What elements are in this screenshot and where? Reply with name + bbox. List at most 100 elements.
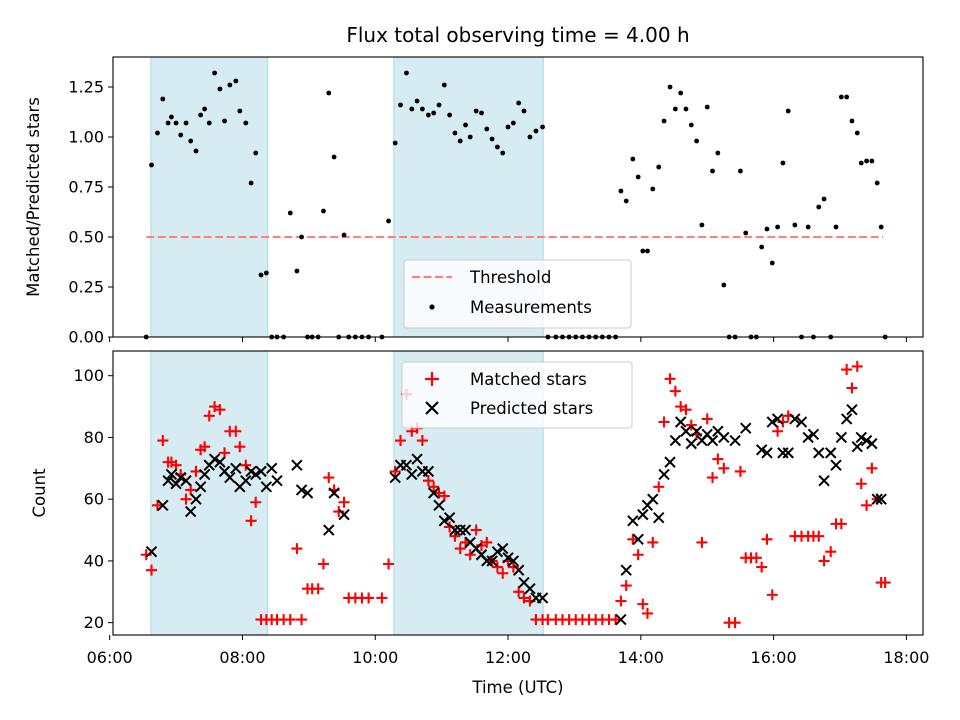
predicted-star-point [846,403,858,416]
bottom-y-tick-label: 20 [84,613,104,632]
measurement-point [452,130,458,136]
predicted-star-point [208,453,221,465]
measurement-point [759,244,765,250]
measurement-point [206,120,212,126]
measurement-point [780,160,786,166]
matched-star-point [518,592,530,604]
bottom-legend-matched-label: Matched stars [470,370,587,389]
matched-star-point [383,558,395,570]
matched-star-point [394,435,406,447]
predicted-star-point [761,447,773,459]
measurement-point [409,106,415,112]
measurement-point [678,90,684,96]
predicted-star-point [328,487,340,499]
measurement-point [775,224,780,230]
measurement-point [198,112,204,118]
measurement-point [294,268,300,274]
measurement-point [878,224,884,230]
matched-star-point [333,506,345,518]
measurement-point [188,138,194,144]
measurement-point [165,120,171,126]
measurement-point [414,98,420,104]
top-panel-points [143,70,888,340]
measurement-point [178,132,184,138]
measurement-point [805,224,811,230]
measurement-point [764,226,770,232]
measurement-point [516,100,522,106]
top-y-tick-label: 0.50 [68,228,104,247]
matched-star-point [497,567,509,579]
matched-star-point [627,533,639,545]
matched-star-point [766,589,778,601]
predicted-star-point [653,511,665,524]
measurement-point [710,168,715,174]
predicted-star-point [190,493,202,505]
matched-star-point [146,564,158,576]
matched-star-point [234,441,246,453]
measurement-point [160,96,166,102]
matched-star-point [338,496,350,508]
matched-star-point [416,435,428,447]
measurement-point [844,94,850,100]
measurement-point [650,186,656,192]
matched-star-point [772,425,784,437]
predicted-star-point [459,524,472,536]
measurement-point [217,86,223,92]
matched-star-point [157,435,169,447]
measurement-point [510,120,516,126]
matched-star-point [855,478,867,490]
matched-star-point [464,549,476,561]
top-legend: Threshold Measurements [403,259,632,329]
bottom-panel-y-axis-label: Count [30,468,49,518]
predicted-star-point [860,434,873,447]
predicted-star-point [507,555,520,567]
top-panel-y-axis-label: Matched/Predicted stars [24,97,43,297]
matched-star-point [363,592,375,604]
measurement-point [386,218,391,224]
matched-star-point [376,592,388,604]
matched-star-point [637,598,649,610]
chart-title: Flux total observing time = 4.00 h [346,23,689,47]
bottom-legend: Matched stars Predicted stars [401,361,633,429]
predicted-star-point [718,431,730,444]
predicted-star-point [830,459,842,471]
predicted-star-point [647,493,659,505]
predicted-star-point [620,564,632,576]
measurement-point [441,82,447,88]
predicted-star-point [615,613,627,626]
matched-star-point [323,472,335,484]
matched-star-point [841,364,853,376]
measurement-point [715,150,721,156]
bottom-panel-matched-points [140,360,891,629]
predicted-star-point [766,416,778,428]
measurement-point [623,198,629,204]
bottom-y-tick-label: 40 [84,551,104,570]
x-tick-label: 06:00 [87,648,133,667]
predicted-star-point [295,484,308,496]
matched-star-point [240,459,252,471]
x-axis-label: Time (UTC) [471,678,563,697]
matched-star-point [422,475,434,487]
measurement-point [183,120,189,126]
bottom-y-tick-label: 80 [84,428,104,447]
measurement-point [704,104,710,110]
matched-star-point [818,555,830,567]
matched-star-point [151,499,163,511]
x-tick-label: 18:00 [883,648,929,667]
measurement-point [864,158,869,164]
matched-star-point [866,462,878,474]
bottom-panel: 20 40 60 80 100 06:00 08:00 10:00 12:00 14:00 16:… [30,350,929,697]
matched-star-point [199,441,211,453]
measurement-point [489,136,495,142]
shaded-interval-0 [150,56,269,338]
predicted-star-point [411,453,423,465]
predicted-star-point [406,468,418,481]
measurement-point [404,70,409,76]
matched-star-point [696,536,708,548]
measurement-point [635,174,641,180]
matched-star-point [312,583,324,595]
measurement-point [173,120,179,126]
predicted-star-point [438,515,451,527]
top-y-tick-label: 1.00 [68,128,104,147]
measurement-point [227,82,233,88]
